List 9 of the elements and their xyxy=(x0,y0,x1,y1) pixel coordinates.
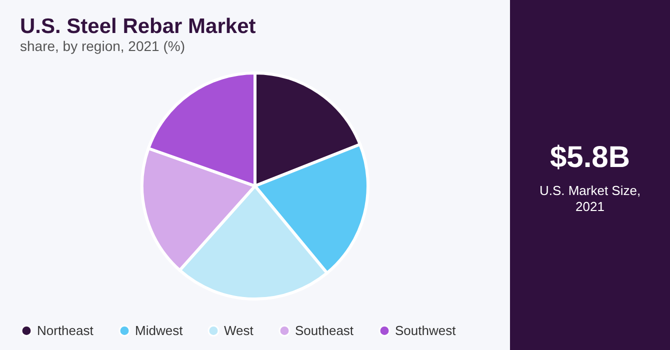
legend-label: West xyxy=(224,322,254,338)
legend-label: Southeast xyxy=(295,322,354,338)
chart-subtitle: share, by region, 2021 (%) xyxy=(20,38,185,54)
text: U.S. Market Size, 2021 xyxy=(539,183,641,214)
legend-label: Southwest xyxy=(395,322,456,338)
legend-label: Northeast xyxy=(37,322,94,338)
legend-label: Midwest xyxy=(135,322,184,338)
text: $5.8B xyxy=(550,141,630,174)
chart-title: U.S. Steel Rebar Market xyxy=(20,15,256,38)
